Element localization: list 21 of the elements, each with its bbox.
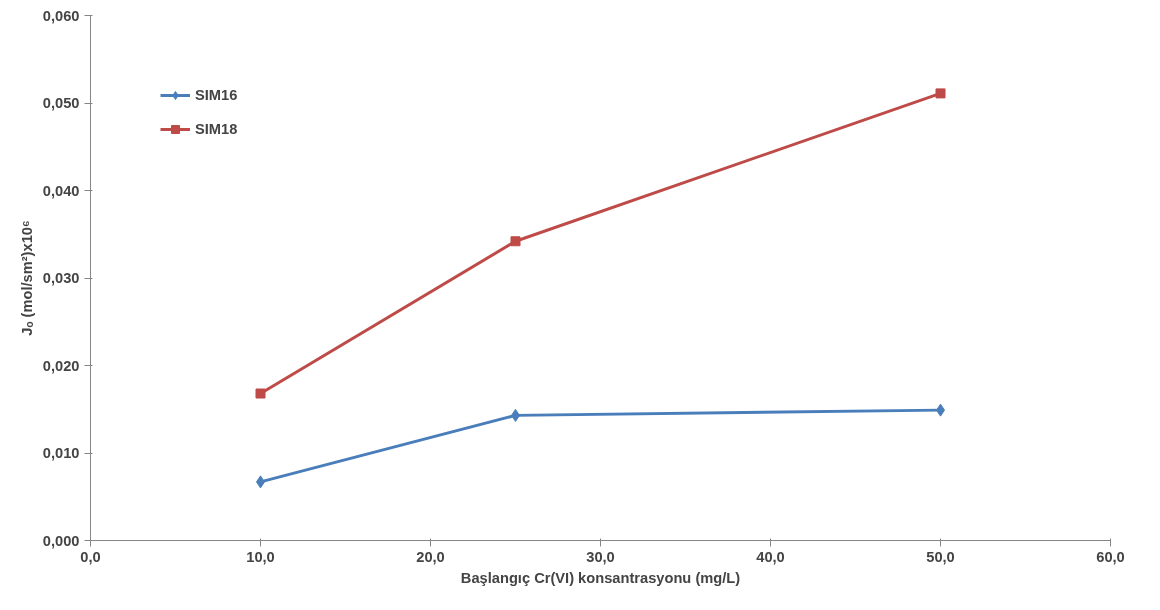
y-tick-label: 0,060 bbox=[42, 7, 80, 24]
x-tick-label: 20,0 bbox=[416, 548, 445, 565]
y-axis-title: Jₒ (mol/sm²)x10⁶ bbox=[18, 220, 35, 336]
point bbox=[510, 236, 521, 247]
y-tick-label: 0,040 bbox=[42, 182, 80, 199]
x-tick-label: 40,0 bbox=[756, 548, 785, 565]
x-axis-title: Başlangıç Cr(VI) konsantrasyonu (mg/L) bbox=[460, 569, 741, 586]
point bbox=[255, 388, 266, 399]
y-tick-label: 0,000 bbox=[42, 532, 80, 549]
x-tick-label: 30,0 bbox=[586, 548, 615, 565]
y-tick-label: 0,020 bbox=[42, 357, 80, 374]
legend-label: SIM16 bbox=[195, 87, 238, 103]
point bbox=[935, 88, 946, 99]
x-tick-label: 10,0 bbox=[246, 548, 275, 565]
y-tick-label: 0,010 bbox=[42, 445, 80, 461]
x-tick-label: 0,0 bbox=[80, 548, 101, 565]
y-tick-label: 0,030 bbox=[42, 270, 80, 286]
legend-label: SIM18 bbox=[195, 121, 238, 137]
y-tick-label: 0,050 bbox=[42, 95, 80, 111]
x-tick-label: 50,0 bbox=[926, 548, 955, 565]
x-tick-label: 60,0 bbox=[1096, 548, 1125, 565]
